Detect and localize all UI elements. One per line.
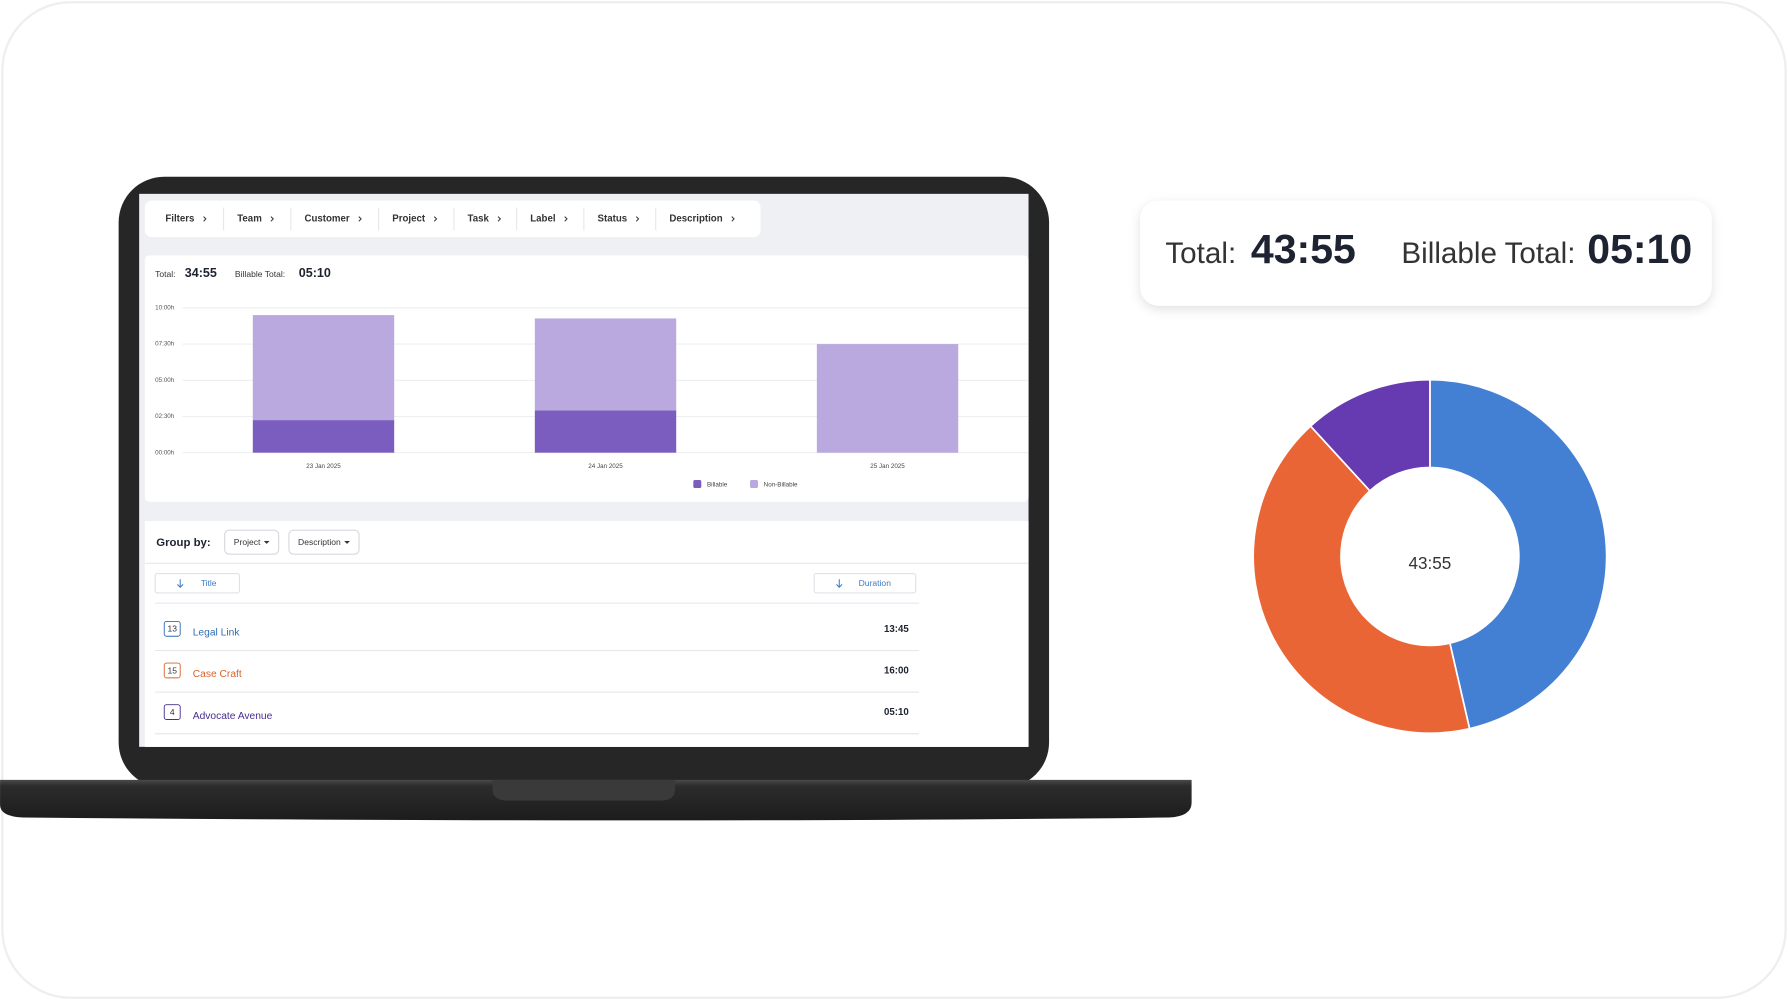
bar-segment xyxy=(816,344,959,453)
filter[interactable]: Task xyxy=(468,213,490,224)
row-duration: 16:00 xyxy=(884,666,909,677)
chevron xyxy=(635,216,640,222)
legend-swatch xyxy=(693,480,702,489)
dropdown-caret xyxy=(344,541,350,544)
filter[interactable]: Description xyxy=(669,213,722,224)
legend-swatch xyxy=(750,480,758,489)
filter-bar xyxy=(144,200,761,238)
card-billable-label: Billable Total: xyxy=(1401,237,1575,270)
filter[interactable]: Filters xyxy=(165,213,194,224)
row-title[interactable]: Legal Link xyxy=(193,628,241,639)
column-title[interactable]: Title xyxy=(201,578,217,588)
billable-label: Billable Total: xyxy=(235,269,285,279)
filter[interactable]: Label xyxy=(530,213,555,224)
billable-total: 05:10 xyxy=(299,266,331,280)
donut-segment xyxy=(1429,378,1608,730)
y-tick-label: 10:00h xyxy=(155,305,175,312)
filter[interactable]: Team xyxy=(237,213,262,224)
y-tick-label: 02:30h xyxy=(155,413,175,420)
filter[interactable]: Project xyxy=(392,213,426,224)
card-total: 43:55 xyxy=(1251,226,1356,272)
table-panel xyxy=(144,521,1029,747)
bar-segment xyxy=(252,315,395,421)
laptop-notch xyxy=(492,779,676,801)
card-billable-total: 05:10 xyxy=(1587,226,1692,272)
legend-label[interactable]: Billable xyxy=(707,481,728,488)
dropdown-label[interactable]: Description xyxy=(298,537,341,547)
dropdown-label[interactable]: Project xyxy=(234,537,261,547)
chevron xyxy=(564,216,568,222)
sort-icon xyxy=(176,579,184,588)
filter[interactable]: Customer xyxy=(304,213,349,224)
x-tick-label: 23 Jan 2025 xyxy=(306,463,341,470)
y-tick-label: 00:00h xyxy=(155,449,175,456)
chevron xyxy=(203,216,207,222)
card-total-label: Total: xyxy=(1165,237,1236,270)
count-badge xyxy=(163,704,181,720)
row-count: 4 xyxy=(170,707,175,717)
count-badge xyxy=(163,620,181,637)
donut-segment xyxy=(1309,378,1431,493)
duration-header[interactable] xyxy=(813,572,917,594)
y-tick-label: 05:00h xyxy=(155,377,175,384)
chevron xyxy=(497,216,502,222)
y-tick-label: 07:30h xyxy=(155,341,175,348)
x-tick-label: 25 Jan 2025 xyxy=(870,463,905,470)
bar-segment xyxy=(534,318,677,411)
group-by-label: Group by: xyxy=(156,537,210,549)
total: 34:55 xyxy=(185,266,217,280)
donut-segment xyxy=(1252,424,1471,734)
chevron xyxy=(433,216,438,222)
dropdown-caret xyxy=(263,541,270,544)
donut-center-label: 43:55 xyxy=(1409,554,1452,573)
dropdown[interactable] xyxy=(224,529,280,555)
bar-segment xyxy=(534,410,677,453)
chevron xyxy=(270,216,274,222)
chevron xyxy=(731,216,735,222)
column-duration[interactable]: Duration xyxy=(859,578,892,588)
count-badge xyxy=(163,662,181,679)
row-duration: 05:10 xyxy=(884,707,909,718)
sort-icon xyxy=(836,579,843,588)
chevron xyxy=(358,216,362,222)
row-count: 13 xyxy=(167,624,177,634)
row-title[interactable]: Advocate Avenue xyxy=(193,711,273,722)
row-title[interactable]: Case Craft xyxy=(193,669,242,680)
row-count: 15 xyxy=(167,665,177,675)
total-label: Total: xyxy=(155,269,175,279)
summary-card xyxy=(1140,200,1712,306)
bar-segment xyxy=(252,420,395,453)
dropdown[interactable] xyxy=(288,529,360,555)
x-tick-label: 24 Jan 2025 xyxy=(588,463,623,470)
row-duration: 13:45 xyxy=(884,624,909,635)
filter[interactable]: Status xyxy=(598,213,628,224)
legend-label[interactable]: Non-Billable xyxy=(764,481,798,488)
title-header[interactable] xyxy=(154,572,241,594)
